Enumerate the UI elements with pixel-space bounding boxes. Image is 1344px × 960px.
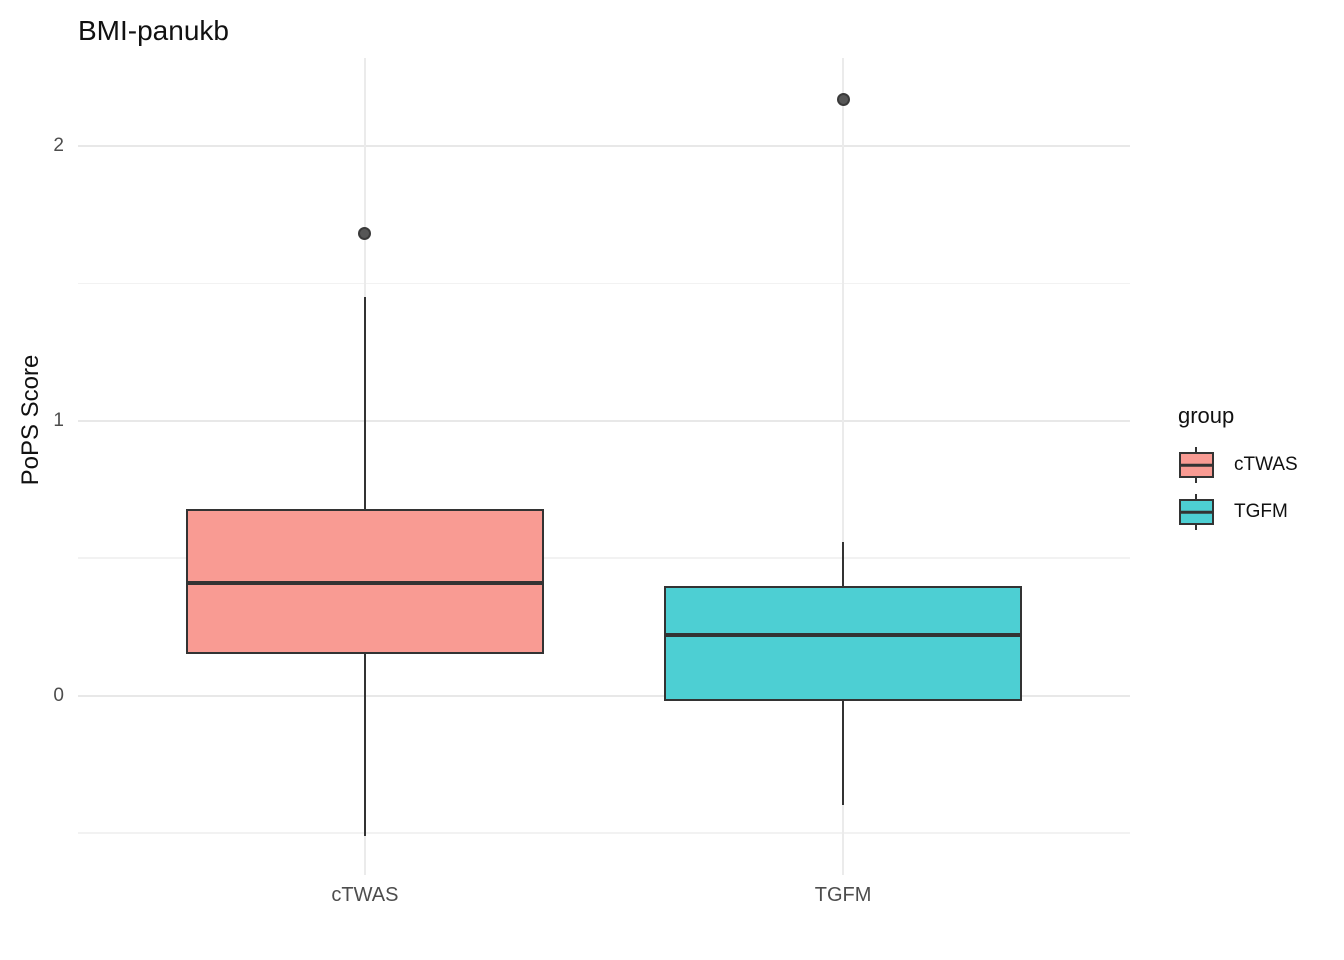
chart-title: BMI-panukb [78,15,229,46]
gridline-major [78,694,1130,697]
key-median-line [1180,463,1212,467]
x-axis-ticks: cTWAS TGFM [78,875,1130,915]
legend-title: group [1178,403,1235,428]
plot-panel [78,58,1130,875]
boxplot-key-icon [1178,447,1214,483]
y-tick-label: 2 [53,134,64,156]
gridline-minor [78,282,1130,285]
gridline-major [78,419,1130,422]
y-tick-label: 0 [53,684,64,706]
median-line-ctwas [185,580,545,586]
median-line-tgfm [663,632,1023,638]
gridline-minor [78,832,1130,834]
legend-label-ctwas: cTWAS [1234,454,1298,475]
legend-entry-ctwas: cTWAS [1178,447,1344,483]
x-tick-label: TGFM [814,884,872,906]
gridline-minor [78,557,1130,559]
x-tick-label: cTWAS [331,884,399,906]
key-box-swatch [1178,452,1214,478]
legend-entry-tgfm: TGFM [1178,494,1344,530]
key-median-line [1180,510,1212,514]
legend-label-tgfm: TGFM [1234,501,1288,522]
box-tgfm [663,585,1023,702]
gridline-major [78,144,1130,147]
y-axis-ticks: 0 1 2 [0,58,64,875]
y-tick-label: 1 [53,409,64,431]
gridline-vertical [842,58,845,875]
legend: group cTWAS TGFM [1178,402,1344,541]
outlier-point [836,92,850,106]
key-box-swatch [1178,499,1214,525]
outlier-point [358,227,372,241]
boxplot-key-icon [1178,494,1214,530]
